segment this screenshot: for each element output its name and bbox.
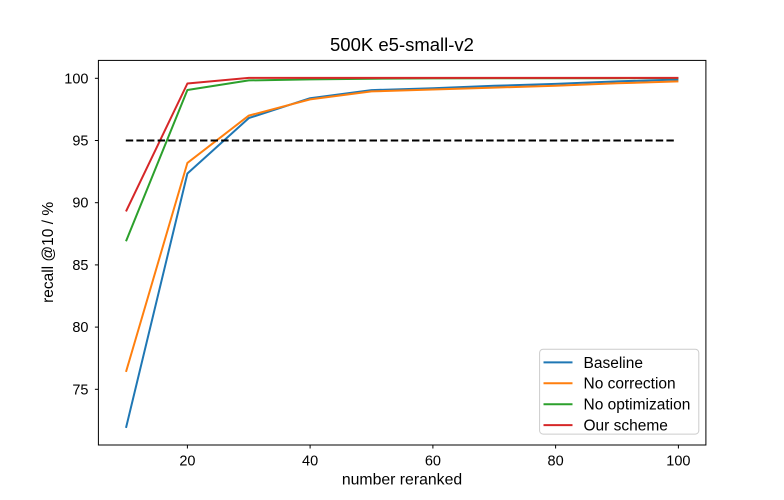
- svg-text:number reranked: number reranked: [342, 472, 462, 489]
- svg-text:40: 40: [302, 454, 318, 470]
- svg-text:100: 100: [64, 71, 88, 87]
- svg-text:Our scheme: Our scheme: [584, 418, 668, 435]
- svg-text:20: 20: [179, 454, 195, 470]
- svg-text:90: 90: [72, 196, 88, 212]
- svg-text:No correction: No correction: [584, 376, 676, 393]
- svg-text:No optimization: No optimization: [584, 397, 691, 414]
- svg-text:85: 85: [72, 258, 88, 274]
- svg-text:60: 60: [425, 454, 441, 470]
- svg-text:80: 80: [548, 454, 564, 470]
- svg-text:75: 75: [72, 382, 88, 398]
- svg-text:80: 80: [72, 320, 88, 336]
- svg-text:95: 95: [72, 134, 88, 150]
- svg-text:Baseline: Baseline: [584, 355, 643, 372]
- svg-text:100: 100: [666, 454, 690, 470]
- svg-text:recall @10 / %: recall @10 / %: [40, 202, 57, 303]
- svg-text:500K e5-small-v2: 500K e5-small-v2: [330, 34, 474, 55]
